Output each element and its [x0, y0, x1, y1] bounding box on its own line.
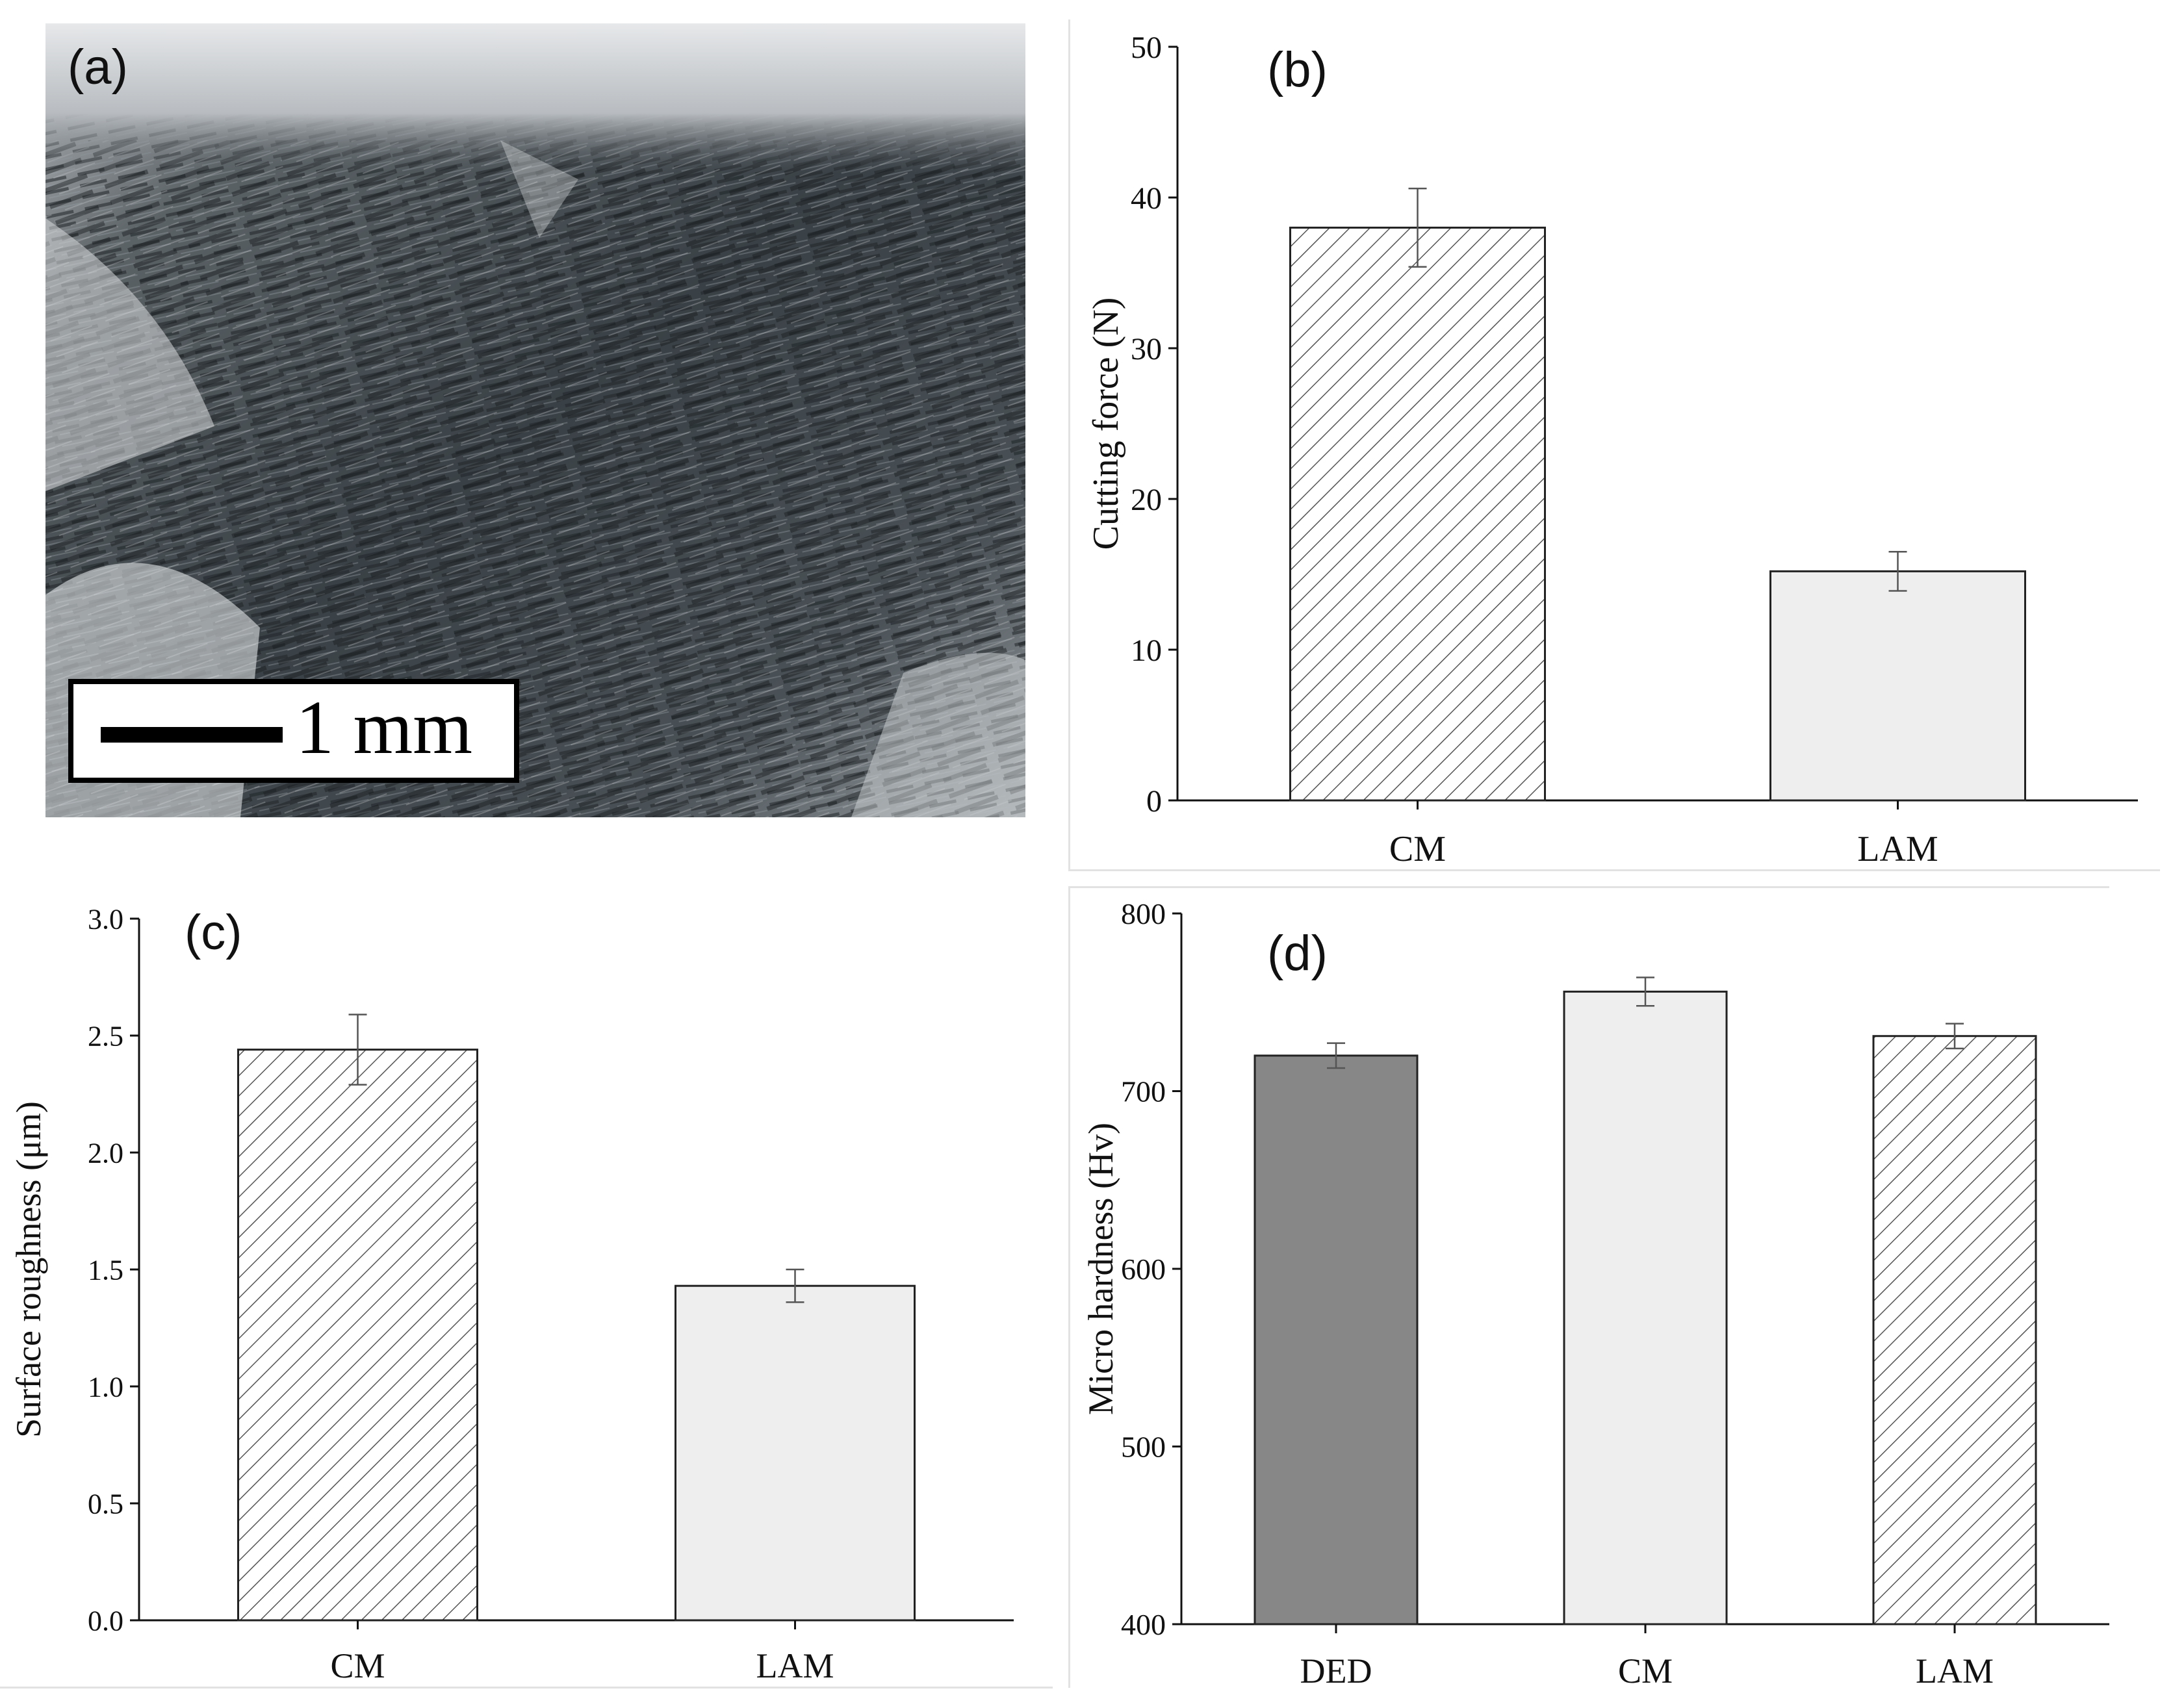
- y-axis-label-c: Surface roughness (μm): [9, 1101, 48, 1438]
- y-tick-label-b: 40: [1131, 181, 1162, 216]
- x-tick-label-b-cm: CM: [1389, 829, 1446, 869]
- y-tick-label-b: 20: [1131, 483, 1162, 517]
- bar-b-cm: [1289, 226, 1546, 802]
- y-tick-label-b: 10: [1131, 633, 1162, 668]
- bar-c-cm: [237, 1049, 478, 1622]
- x-tick-label-c-lam: LAM: [756, 1646, 834, 1685]
- y-tick-label-d: 600: [1121, 1253, 1166, 1286]
- y-tick-label-d: 400: [1121, 1608, 1166, 1641]
- bar-d-ded: [1254, 1054, 1419, 1625]
- y-tick-label-c: 2.5: [88, 1020, 123, 1052]
- y-tick-label-d: 700: [1121, 1075, 1166, 1108]
- panel-a-label: (a): [68, 40, 128, 95]
- y-axis-label-b: Cutting force (N): [1086, 298, 1126, 550]
- panel-b-label: (b): [1267, 42, 1328, 97]
- bar-b-lam: [1769, 570, 2026, 802]
- y-axis-label-d: Micro hardness (Hv): [1081, 1123, 1120, 1415]
- scale-bar-label: 1 mm: [296, 685, 473, 770]
- panel-b-frame-bottom: [1068, 869, 2160, 871]
- y-tick-label-c: 1.5: [88, 1254, 123, 1286]
- y-tick-label-c: 0.0: [88, 1605, 123, 1637]
- bar-d-cm: [1563, 990, 1728, 1625]
- panel-c-frame-bottom: [0, 1687, 1053, 1689]
- y-tick-label-c: 1.0: [88, 1371, 123, 1403]
- y-tick-label-d: 500: [1121, 1431, 1166, 1464]
- panel-d-frame-left: [1068, 886, 1070, 1688]
- x-tick-label-b-lam: LAM: [1857, 829, 1938, 869]
- panel-d-label: (d): [1267, 926, 1328, 981]
- y-tick-label-c: 0.5: [88, 1488, 123, 1520]
- panel-c-label: (c): [185, 905, 242, 960]
- bar-c-lam: [675, 1284, 916, 1622]
- scale-bar-line: [101, 727, 283, 743]
- panel-d-frame-top: [1068, 886, 2109, 888]
- y-tick-label-c: 3.0: [88, 903, 123, 935]
- x-tick-label-c-cm: CM: [330, 1646, 385, 1685]
- panel-b-frame-left: [1068, 19, 1070, 871]
- scale-bar: 1 mm: [68, 679, 519, 783]
- y-tick-label-b: 0: [1146, 784, 1162, 819]
- y-tick-label-c: 2.0: [88, 1137, 123, 1169]
- bar-d-lam: [1872, 1035, 2037, 1625]
- x-tick-label-d-ded: DED: [1300, 1651, 1372, 1690]
- panel-a: (a) 1 mm: [0, 0, 1040, 832]
- y-tick-label-b: 50: [1131, 31, 1162, 65]
- x-tick-label-d-cm: CM: [1618, 1651, 1673, 1690]
- y-tick-label-d: 800: [1121, 897, 1166, 930]
- y-tick-label-b: 30: [1131, 332, 1162, 366]
- x-tick-label-d-lam: LAM: [1916, 1651, 1994, 1690]
